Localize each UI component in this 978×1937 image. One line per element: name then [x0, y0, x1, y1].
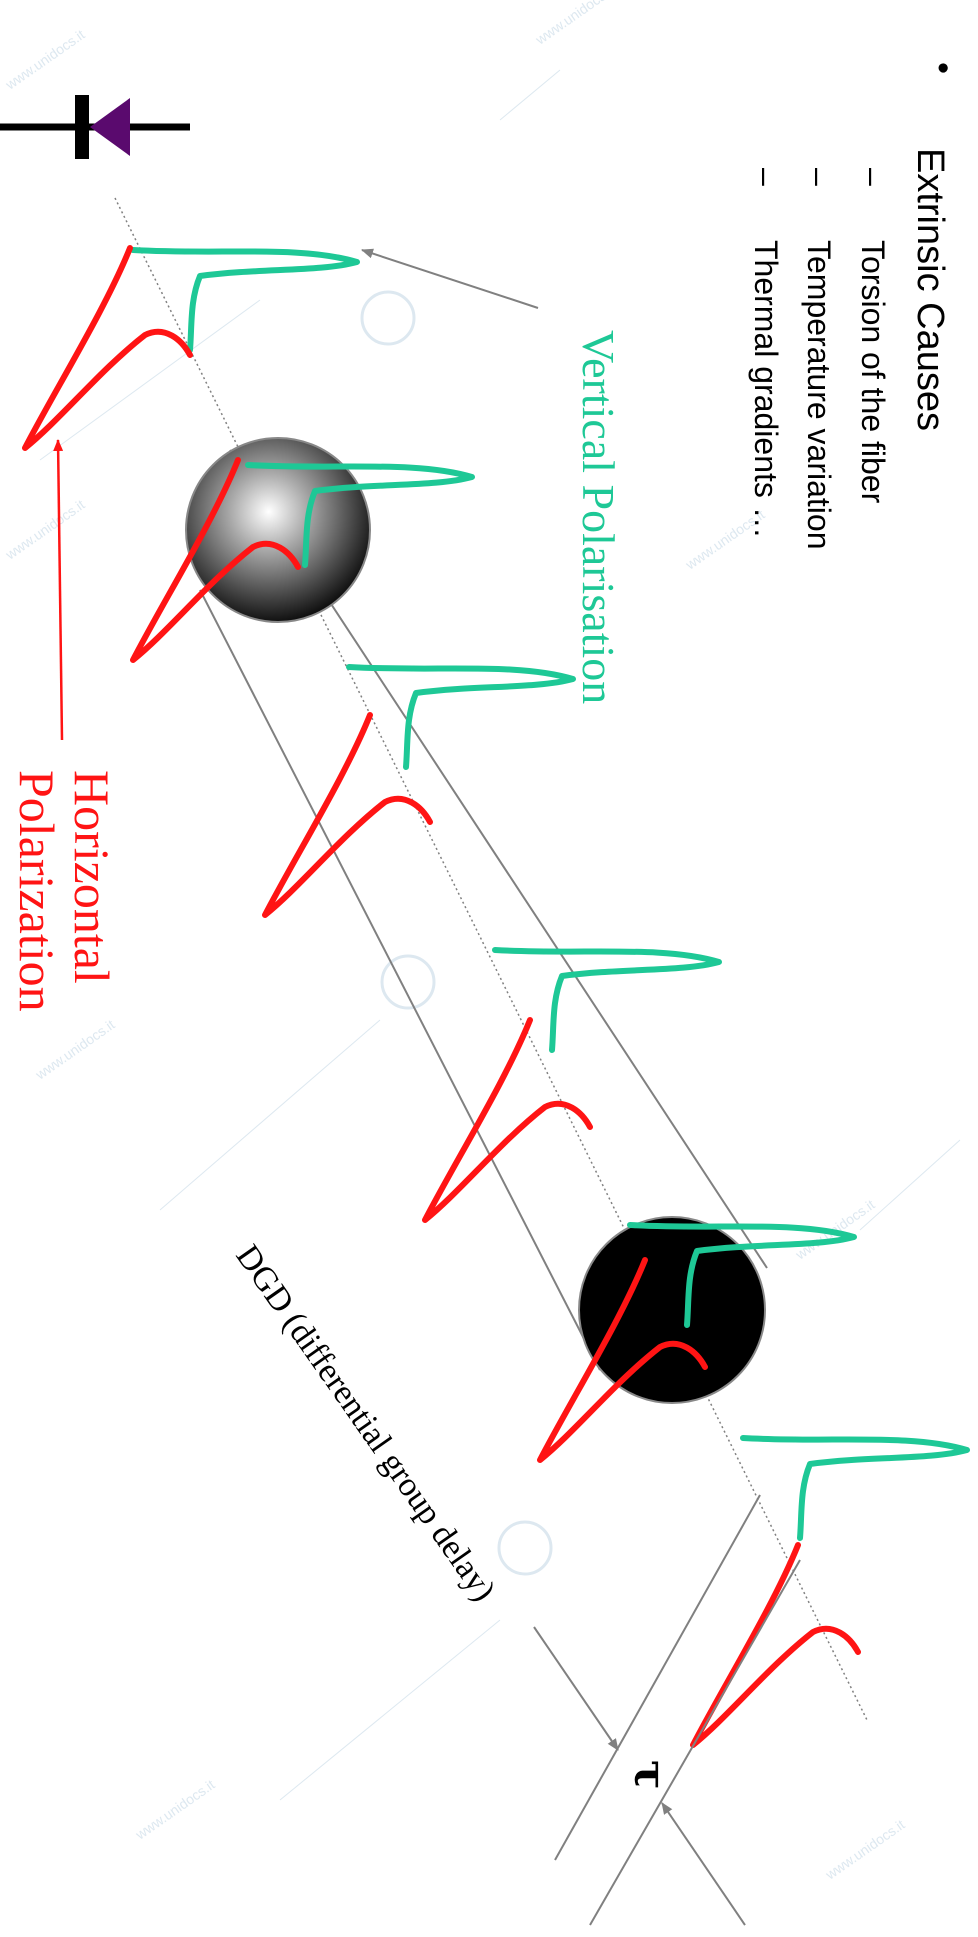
grey-sphere [185, 437, 371, 623]
horizontal-pulse [537, 1257, 708, 1463]
tau-left-boundary [554, 1494, 761, 1861]
vertical-pulse [130, 247, 360, 353]
bullet-list: • Extrinsic Causes – Torsion of the fibe… [748, 62, 962, 549]
horizontal-pulse [422, 1017, 593, 1223]
dgd-arrow [533, 1626, 619, 1751]
horizontal-pulse [22, 245, 193, 451]
tau-arrow [661, 1802, 746, 1926]
watermark-text: www.unidocs.it [132, 1776, 218, 1843]
watermark-text: www.unidocs.it [2, 26, 88, 93]
unidocs-logo-icon [497, 1520, 553, 1576]
vertical-pulse [627, 1222, 857, 1328]
tau-right-boundary [589, 1559, 801, 1926]
watermark-text: www.unidocs.it [532, 0, 618, 48]
tau-symbol: τ [624, 1760, 675, 1790]
bullet-item: Temperature variation [801, 240, 837, 549]
vertical-pulses [130, 247, 970, 1541]
horizontal-pulse [690, 1542, 861, 1748]
unidocs-logo-icon [380, 954, 436, 1010]
tau-marker: τ [533, 1494, 801, 1926]
vertical-polarisation-label: Vertical Polarisation [573, 330, 624, 704]
unidocs-logo-icon [360, 290, 416, 346]
vertical-pulse [492, 947, 722, 1053]
horizontal-pulse [262, 712, 433, 918]
bullet-dash: – [801, 168, 837, 186]
watermark-text: www.unidocs.it [822, 1816, 908, 1883]
dgd-label: DGD (differential group delay) [228, 1238, 502, 1608]
horizontal-polarization-label-line2: Polarization [9, 770, 65, 1012]
diode-icon [0, 95, 190, 159]
bullet-dash: – [748, 168, 784, 186]
black-sphere [578, 1216, 766, 1404]
bullet-dash: – [855, 168, 891, 186]
bullet-heading: Extrinsic Causes [909, 148, 951, 431]
bullet-item: Thermal gradients … [748, 240, 784, 539]
watermark-text: www.unidocs.it [2, 496, 88, 563]
horizontal-label-arrow [53, 439, 64, 741]
vertical-label-arrow [361, 248, 539, 309]
watermark-text: www.unidocs.it [32, 1016, 118, 1083]
bullet-item: Torsion of the fiber [855, 240, 891, 504]
watermark-logos [360, 290, 553, 1576]
vertical-pulse [740, 1435, 970, 1541]
vertical-pulse [245, 462, 475, 568]
propagation-axis [114, 197, 869, 1723]
horizontal-polarization-label-line1: Horizontal [64, 770, 120, 984]
horizontal-pulse [130, 457, 301, 663]
bullet-dot: • [924, 62, 962, 74]
vertical-pulse [346, 664, 576, 770]
horizontal-pulses [22, 245, 861, 1748]
